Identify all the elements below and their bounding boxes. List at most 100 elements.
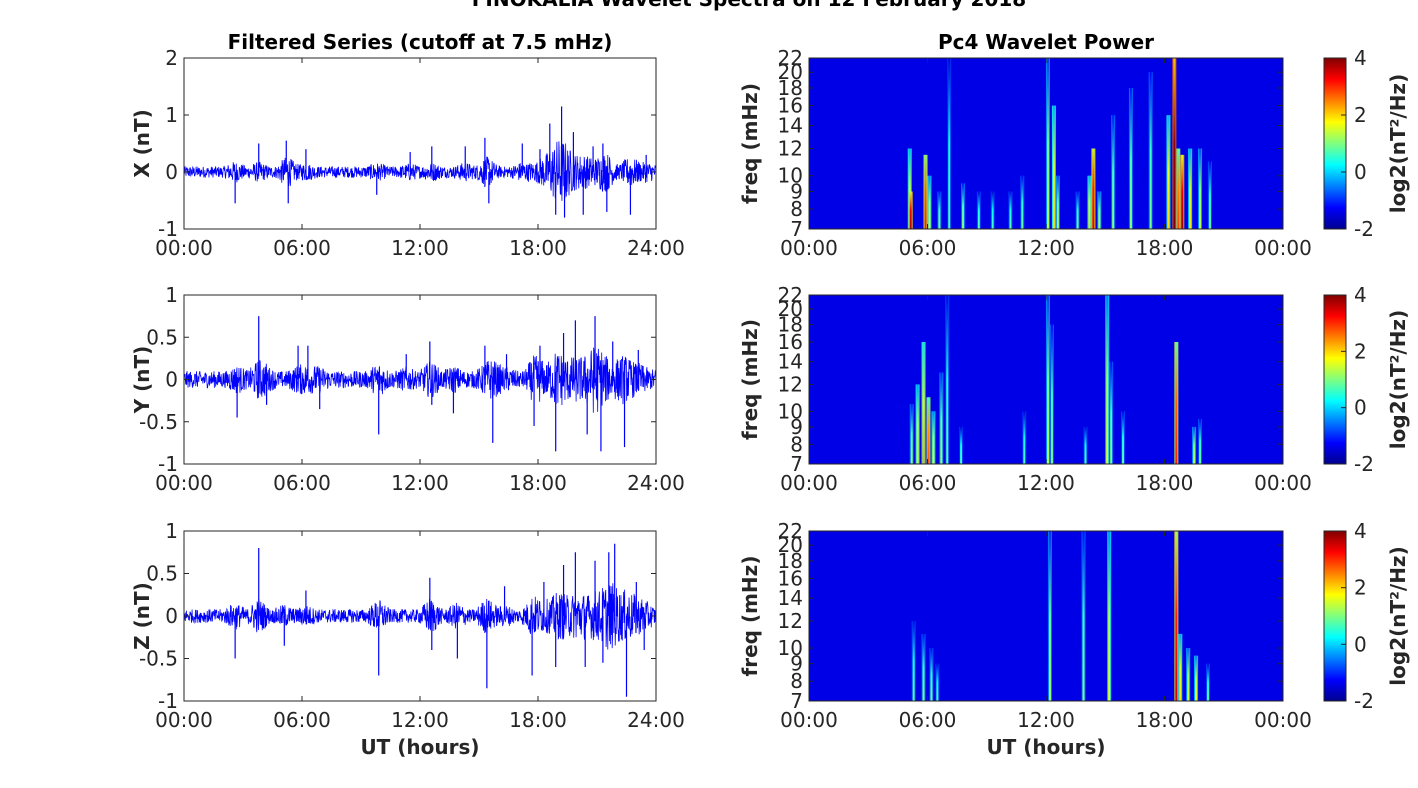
wavelet-streak-14 (1076, 191, 1079, 229)
colorbar (1323, 530, 1347, 702)
wavelet-ytick-label-8: 20 (778, 297, 803, 321)
wavelet-streak-12 (1106, 295, 1109, 464)
wavelet-ytick-label-9: 22 (778, 46, 803, 70)
wavelet-streak-2 (930, 648, 933, 701)
timeseries-xtick-label-3: 18:00 (509, 708, 567, 732)
timeseries-ytick-label-2: 0 (165, 368, 178, 392)
timeseries-xtick-label-0: 00:00 (155, 471, 213, 495)
wavelet-xtick-label-4: 00:00 (1254, 236, 1312, 260)
wavelet-streak-0 (908, 148, 911, 229)
wavelet-xtick-label-3: 18:00 (1136, 236, 1194, 260)
timeseries-xtick-label-1: 06:00 (273, 471, 331, 495)
left-column-title: Filtered Series (cutoff at 7.5 mHz) (228, 30, 613, 54)
wavelet-streak-1 (922, 633, 925, 701)
timeseries-ytick-label-1: -0.5 (139, 410, 178, 434)
wavelet-streak-10 (1021, 175, 1024, 229)
timeseries-ytick-label-4: 1 (165, 519, 178, 543)
wavelet-xtick-label-1: 06:00 (899, 708, 957, 732)
wavelet-streak-19 (1129, 87, 1132, 229)
wavelet-ytick-label-0: 7 (790, 217, 803, 241)
wavelet-ytick-label-1: 8 (790, 197, 803, 221)
wavelet-ytick-label-9: 22 (778, 519, 803, 543)
timeseries-xtick-label-1: 06:00 (273, 708, 331, 732)
timeseries-xtick-label-2: 12:00 (391, 708, 449, 732)
colorbar-label: log2(nT²/Hz) (1386, 546, 1410, 685)
timeseries-xtick-label-3: 18:00 (509, 236, 567, 260)
wavelet-streak-7 (1175, 531, 1178, 701)
wavelet-streak-24 (1181, 154, 1184, 229)
timeseries-ytick-label-1: -0.5 (139, 647, 178, 671)
colorbar (1323, 57, 1347, 230)
wavelet-streak-17 (1098, 191, 1101, 229)
wavelet-streak-8 (1179, 633, 1182, 701)
timeseries-ytick-label-2: 0 (165, 604, 178, 628)
timeseries-ylabel: Y (nT) (130, 346, 154, 415)
wavelet-streak-27 (1208, 161, 1211, 229)
wavelet-streak-11 (1206, 663, 1209, 701)
wavelet-streak-2 (924, 154, 927, 229)
wavelet-background (809, 531, 1283, 701)
timeseries-ytick-label-0: -1 (158, 689, 178, 713)
colorbar-tick-label-3: 4 (1354, 519, 1367, 543)
wavelet-streak-9 (1046, 295, 1049, 464)
wavelet-xtick-label-0: 00:00 (780, 236, 838, 260)
timeseries-ytick-label-1: 0 (165, 160, 178, 184)
wavelet-xtick-label-2: 12:00 (1017, 471, 1075, 495)
wavelet-streak-17 (1199, 418, 1202, 464)
timeseries-xtick-label-3: 18:00 (509, 471, 567, 495)
wavelet-streak-10 (1050, 324, 1053, 464)
wavelet-ytick-label-4: 12 (778, 609, 803, 633)
wavelet-streak-4 (1048, 531, 1051, 701)
wavelet-streak-13 (1110, 361, 1113, 464)
wavelet-streak-15 (1088, 175, 1091, 229)
timeseries-ytick-label-3: 0.5 (146, 562, 178, 586)
wavelet-streak-14 (1122, 411, 1125, 464)
wavelet-streak-4 (938, 191, 941, 229)
timeseries-xtick-label-2: 12:00 (391, 471, 449, 495)
wavelet-xtick-label-3: 18:00 (1136, 471, 1194, 495)
wavelet-xtick-label-1: 06:00 (899, 471, 957, 495)
wavelet-streak-7 (977, 191, 980, 229)
timeseries-line-x (183, 141, 657, 201)
wavelet-ytick-label-6: 16 (778, 330, 803, 354)
colorbar-tick-label-0: -2 (1354, 689, 1374, 713)
wavelet-ytick-label-8: 20 (778, 533, 803, 557)
wavelet-ytick-label-9: 22 (778, 283, 803, 307)
colorbar-tick-label-3: 4 (1354, 46, 1367, 70)
colorbar-tick-label-0: -2 (1354, 217, 1374, 241)
wavelet-streak-11 (1084, 426, 1087, 464)
wavelet-xtick-label-4: 00:00 (1254, 708, 1312, 732)
left-xlabel: UT (hours) (360, 735, 479, 759)
wavelet-streak-23 (1177, 148, 1180, 229)
wavelet-streak-25 (1189, 148, 1192, 229)
timeseries-line-y (183, 347, 657, 413)
timeseries-panel-z: -1 -0.5 0 0.5 1 00:00 06:00 12:00 18:00 24:00 Z (n… (130, 519, 685, 732)
colorbar-tick-label-2: 2 (1354, 103, 1367, 127)
wavelet-streak-16 (1193, 426, 1196, 464)
wavelet-streak-15 (1175, 341, 1178, 464)
wavelet-ytick-label-5: 14 (778, 586, 803, 610)
wavelet-streak-5 (940, 372, 943, 464)
wavelet-streak-16 (1092, 148, 1095, 229)
wavelet-streak-2 (922, 341, 925, 464)
wavelet-streak-18 (1112, 115, 1115, 229)
wavelet-streak-9 (1187, 648, 1190, 701)
wavelet-streak-8 (1023, 411, 1026, 464)
wavelet-ytick-label-0: 7 (790, 689, 803, 713)
wavelet-xtick-label-0: 00:00 (780, 708, 838, 732)
wavelet-ytick-label-3: 10 (778, 399, 803, 423)
right-xlabel: UT (hours) (986, 735, 1105, 759)
wavelet-streak-11 (1046, 58, 1049, 229)
wavelet-streak-7 (960, 426, 963, 464)
wavelet-streak-10 (1195, 655, 1198, 701)
timeseries-ytick-label-3: 2 (165, 46, 178, 70)
wavelet-ytick-label-2: 9 (790, 415, 803, 439)
wavelet-ytick-label-5: 14 (778, 113, 803, 137)
colorbar-label: log2(nT²/Hz) (1386, 310, 1410, 449)
timeseries-xtick-label-1: 06:00 (273, 236, 331, 260)
timeseries-ytick-label-0: -1 (158, 452, 178, 476)
wavelet-xtick-label-0: 00:00 (780, 471, 838, 495)
